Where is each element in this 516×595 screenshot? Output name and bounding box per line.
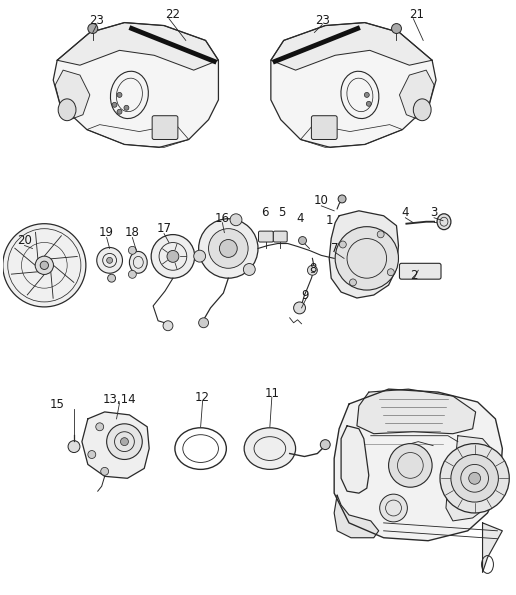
Circle shape — [294, 302, 305, 314]
Text: 3: 3 — [430, 206, 438, 220]
Circle shape — [40, 261, 49, 270]
Text: 5: 5 — [278, 206, 285, 220]
Ellipse shape — [58, 99, 76, 121]
FancyBboxPatch shape — [273, 231, 287, 242]
Circle shape — [167, 250, 179, 262]
FancyBboxPatch shape — [312, 115, 337, 139]
Circle shape — [128, 246, 136, 254]
Circle shape — [469, 472, 480, 484]
Text: 19: 19 — [99, 226, 114, 239]
Polygon shape — [271, 23, 436, 148]
Text: 23: 23 — [315, 14, 330, 27]
Circle shape — [101, 468, 109, 475]
Text: 4: 4 — [401, 206, 409, 220]
Circle shape — [117, 92, 122, 98]
Text: 8: 8 — [310, 262, 317, 275]
Polygon shape — [334, 495, 379, 538]
Polygon shape — [334, 389, 503, 541]
Text: 22: 22 — [166, 8, 181, 21]
Polygon shape — [357, 389, 476, 434]
Circle shape — [108, 274, 116, 282]
Text: 2: 2 — [411, 269, 418, 281]
Circle shape — [440, 444, 509, 513]
Polygon shape — [53, 23, 218, 148]
Circle shape — [68, 441, 80, 453]
Circle shape — [107, 424, 142, 459]
Text: 10: 10 — [314, 195, 329, 208]
Text: 17: 17 — [156, 222, 171, 235]
Circle shape — [392, 24, 401, 33]
Polygon shape — [399, 70, 434, 120]
Circle shape — [389, 444, 432, 487]
Circle shape — [349, 279, 357, 286]
Text: 21: 21 — [409, 8, 424, 21]
Circle shape — [96, 423, 104, 431]
Circle shape — [194, 250, 205, 262]
Polygon shape — [55, 70, 90, 120]
Circle shape — [199, 219, 258, 278]
Circle shape — [163, 321, 173, 331]
Circle shape — [128, 270, 136, 278]
Ellipse shape — [244, 428, 296, 469]
Ellipse shape — [437, 214, 451, 230]
Text: 9: 9 — [302, 289, 309, 302]
Text: 4: 4 — [297, 212, 304, 226]
Text: 7: 7 — [331, 242, 339, 255]
Circle shape — [88, 24, 98, 33]
Circle shape — [88, 450, 96, 459]
Polygon shape — [446, 436, 499, 521]
Circle shape — [299, 237, 307, 245]
Text: 20: 20 — [17, 234, 32, 247]
Circle shape — [151, 234, 195, 278]
Circle shape — [320, 440, 330, 450]
Text: 6: 6 — [261, 206, 269, 220]
Text: 15: 15 — [50, 399, 64, 412]
Circle shape — [199, 318, 208, 328]
Circle shape — [208, 228, 248, 268]
Circle shape — [219, 240, 237, 258]
FancyBboxPatch shape — [259, 231, 273, 242]
Ellipse shape — [130, 252, 147, 273]
Circle shape — [366, 101, 372, 107]
Circle shape — [117, 109, 122, 114]
Circle shape — [244, 264, 255, 275]
Circle shape — [338, 195, 346, 203]
Text: 1: 1 — [326, 214, 333, 227]
Circle shape — [121, 438, 128, 446]
Circle shape — [335, 227, 398, 290]
Text: 23: 23 — [89, 14, 104, 27]
Circle shape — [340, 241, 346, 248]
Circle shape — [308, 265, 317, 275]
Circle shape — [35, 256, 54, 274]
Polygon shape — [82, 412, 149, 478]
Circle shape — [97, 248, 122, 273]
Circle shape — [230, 214, 242, 226]
Polygon shape — [329, 211, 398, 298]
Circle shape — [451, 455, 498, 502]
Circle shape — [3, 224, 86, 307]
Circle shape — [377, 231, 384, 238]
Circle shape — [124, 105, 129, 110]
Polygon shape — [341, 426, 369, 493]
Polygon shape — [271, 23, 432, 70]
Text: 18: 18 — [125, 226, 140, 239]
Circle shape — [364, 92, 369, 98]
Circle shape — [107, 258, 112, 264]
Circle shape — [112, 102, 117, 107]
Polygon shape — [57, 23, 218, 70]
Text: 16: 16 — [215, 212, 230, 226]
Text: 12: 12 — [195, 390, 210, 403]
Ellipse shape — [413, 99, 431, 121]
Text: 11: 11 — [264, 387, 279, 400]
Circle shape — [380, 494, 407, 522]
FancyBboxPatch shape — [399, 264, 441, 279]
Polygon shape — [482, 523, 503, 572]
FancyBboxPatch shape — [152, 115, 178, 139]
Circle shape — [388, 269, 394, 275]
Text: 13,14: 13,14 — [103, 393, 136, 406]
